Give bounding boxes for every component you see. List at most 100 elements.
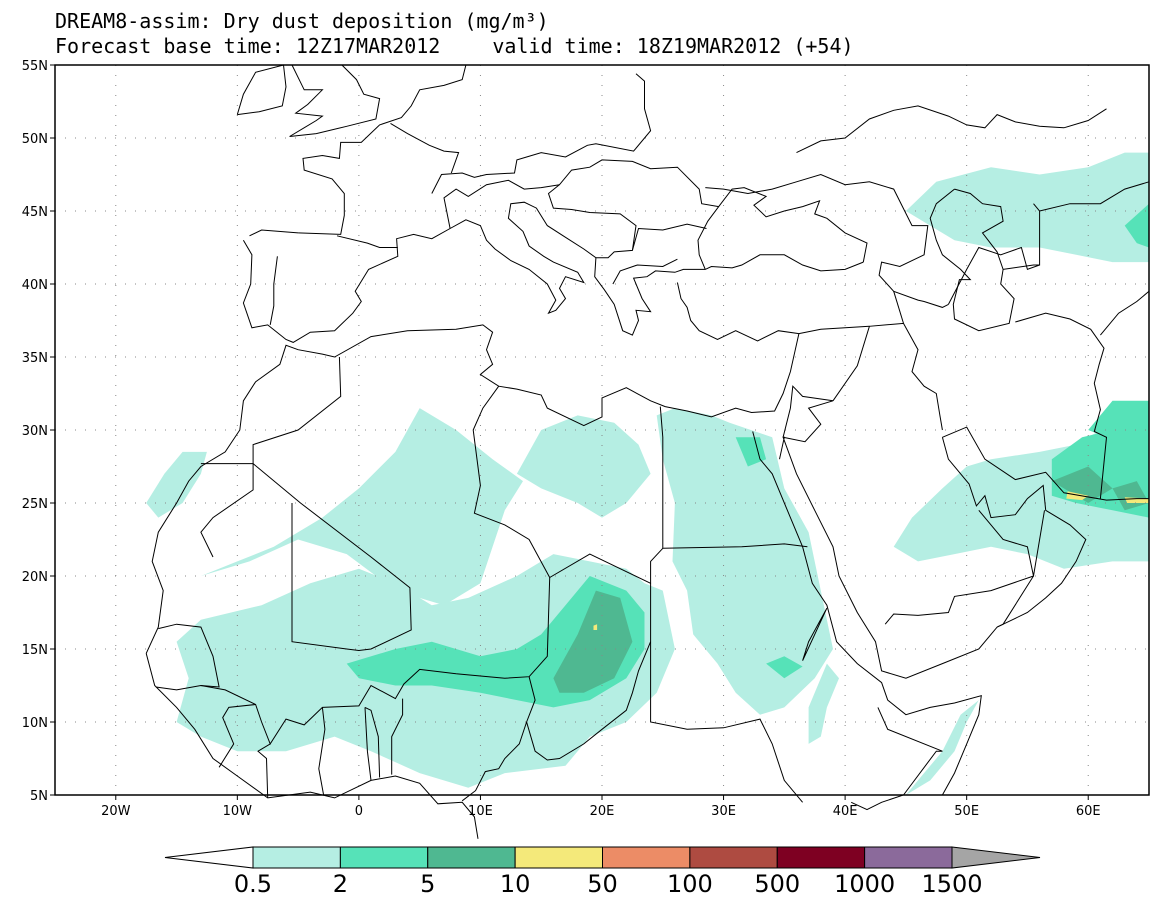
deposition-region [905,152,1149,263]
lon-tick-label: 10W [223,804,253,819]
boundary-line [200,356,342,465]
deposition-region [808,663,839,744]
colorbar-level-label: 1000 [834,870,895,898]
lat-tick-label: 35N [22,351,48,366]
boundary-line [779,436,1087,679]
boundary-line [443,179,560,229]
boundary-line [676,282,799,342]
boundary-line [850,707,943,811]
boundary-line [390,122,460,174]
lon-tick-label: 60E [1076,804,1101,819]
colorbar-swatch [689,846,778,869]
boundary-line [289,64,324,137]
boundary-line [782,385,834,443]
colorbar-swatch [427,846,516,869]
latitude-labels: 55N 50N 45N 40N 35N 30N 25N 20N 15N 10N 5N [22,59,55,804]
boundary-line [929,188,1015,332]
boundary-line [1015,312,1108,499]
lon-tick-label: 40E [833,804,858,819]
deposition-region [656,408,833,715]
colorbar-under-triangle [164,846,254,869]
boundary-line [289,64,381,137]
lon-tick-label: 30E [711,804,736,819]
lon-tick-label: 50E [954,804,979,819]
boundary-line [269,256,278,325]
boundary-line [796,105,1107,154]
valid-time: valid time: 18Z19MAR2012 (+54) [492,34,854,58]
colorbar-swatch [602,846,691,869]
boundary-line [798,325,870,335]
deposition-region [905,700,979,795]
boundary-line [1100,290,1150,336]
colorbar-over-triangle [951,846,1041,869]
boundary-line [526,553,652,761]
lon-tick-label: 0 [355,804,363,819]
forecast-base-time: Forecast base time: 12Z17MAR2012 [55,34,441,58]
boundary-line [631,223,707,251]
boundary-line [364,706,381,778]
deposition-region [200,408,523,606]
deposition-region [1066,491,1089,501]
lon-tick-label: 10E [468,804,493,819]
lat-tick-label: 30N [22,424,48,439]
colorbar-level-label: 10 [500,870,531,898]
deposition-region [516,415,651,518]
deposition-region [766,656,803,679]
boundary-line [705,173,949,308]
colorbar-level-label: 1500 [921,870,982,898]
boundary-line [298,64,467,235]
colorbar-level-label: 500 [754,870,800,898]
deposition-region [735,437,767,467]
deposition-region [1124,203,1149,248]
colorbar-level-label: 5 [420,870,435,898]
boundary-line [947,246,1040,305]
boundary-line [257,743,271,798]
deposition-region [146,451,207,518]
colorbar-swatch [252,846,341,869]
boundary-line [249,229,299,237]
lat-tick-label: 15N [22,643,48,658]
colorbar-level-label: 2 [333,870,348,898]
colorbar-level-label: 50 [587,870,618,898]
boundary-line [547,159,719,259]
deposition-region [1088,400,1149,460]
boundary-line [336,235,398,248]
boundary-line [236,64,287,116]
boundary-line [752,431,982,796]
colorbar-swatch [514,846,603,869]
deposition-region [593,624,598,630]
lon-tick-label: 20E [590,804,615,819]
boundary-line [218,704,256,768]
boundary-line [697,187,868,270]
lat-tick-label: 20N [22,570,48,585]
boundary-line [252,463,412,652]
boundary-line [318,707,326,796]
boundary-line [155,623,220,691]
boundary-line [1039,181,1150,212]
boundary-line [650,641,803,803]
lat-tick-label: 10N [22,716,48,731]
colorbar-swatch [864,846,953,869]
longitude-labels: 20W 10W 0 10E 20E 30E 40E 50E 60E [101,795,1101,819]
lon-tick-label: 20W [101,804,131,819]
colorbar-level-label: 0.5 [234,870,272,898]
boundary-line [200,463,254,558]
colorbar-level-label: 100 [667,870,713,898]
lat-tick-label: 25N [22,497,48,512]
lat-tick-label: 5N [30,789,48,804]
lat-tick-label: 45N [22,205,48,220]
deposition-region [553,590,633,693]
boundary-line [884,509,1035,625]
colorbar: 0.5 2 5 10 50 100 500 1000 1500 [164,846,1041,898]
boundary-line [364,707,372,781]
boundary-line [662,543,808,549]
boundary-line [832,322,943,431]
map-subtitle: Forecast base time: 12Z17MAR2012 valid ti… [55,35,854,57]
boundary-line [391,698,404,775]
deposition-field-layer [146,152,1149,795]
boundary-line [996,510,1045,628]
lat-tick-label: 55N [22,59,48,74]
boundary-line [242,201,864,343]
boundary-line [802,607,828,661]
map-title: DREAM8-assim: Dry dust deposition (mg/m³… [55,9,549,33]
